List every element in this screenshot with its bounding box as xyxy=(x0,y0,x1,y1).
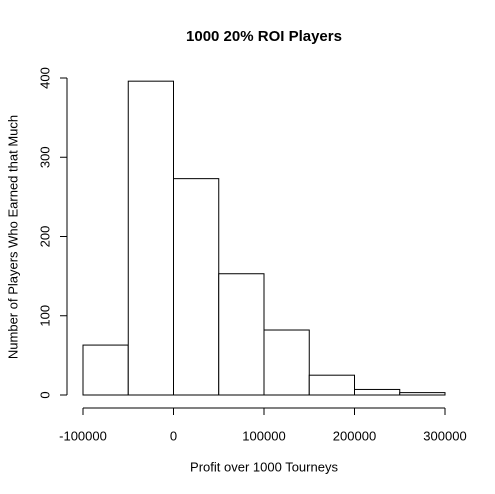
bar xyxy=(82,344,129,396)
y-axis-label: Number of Players Who Earned that Much xyxy=(5,115,20,359)
bar xyxy=(263,329,310,396)
x-axis-label: Profit over 1000 Tourneys xyxy=(190,459,338,474)
bar xyxy=(127,80,174,396)
bar xyxy=(308,374,355,396)
bar xyxy=(173,178,220,396)
chart-title: 1000 20% ROI Players xyxy=(186,28,342,45)
y-tick-label: 0 xyxy=(37,391,52,398)
x-tick-label: 300000 xyxy=(423,428,466,443)
bar xyxy=(354,388,401,396)
y-tick-label: 100 xyxy=(37,305,52,327)
x-tick-label: 200000 xyxy=(333,428,376,443)
x-tick-label: -100000 xyxy=(59,428,107,443)
y-tick-label: 200 xyxy=(37,226,52,248)
x-tick-label: 100000 xyxy=(242,428,285,443)
x-tick-label: 0 xyxy=(170,428,177,443)
bar xyxy=(218,273,265,396)
y-tick-label: 300 xyxy=(37,146,52,168)
y-tick-label: 400 xyxy=(37,67,52,89)
bar xyxy=(399,392,446,396)
